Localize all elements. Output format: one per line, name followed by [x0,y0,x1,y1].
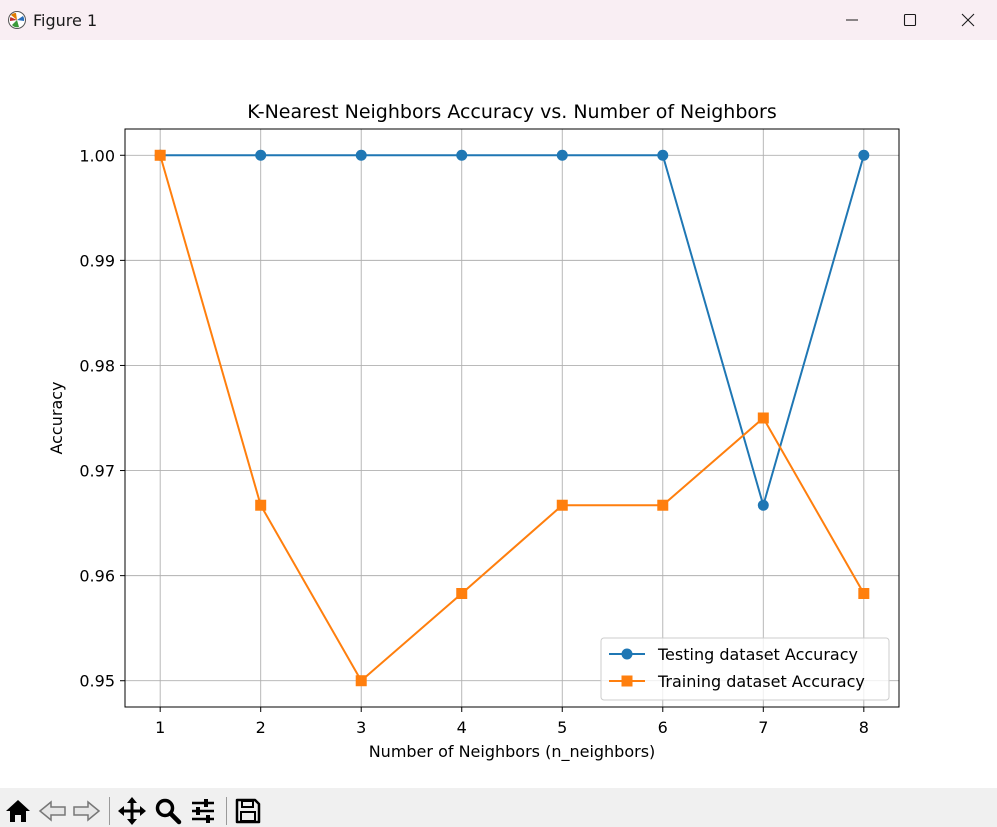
back-icon [38,800,66,822]
data-point-training [556,499,568,511]
pan-icon [118,797,146,825]
pan-button[interactable] [116,796,148,826]
data-point-testing [255,149,267,161]
legend-label-training: Training dataset Accuracy [657,672,865,691]
y-tick-label: 0.98 [79,356,115,375]
save-button[interactable] [232,796,264,826]
y-axis-label: Accuracy [47,381,66,454]
x-tick-label: 8 [859,718,869,737]
axes-frame [124,128,900,708]
data-point-training [255,499,267,511]
home-button[interactable] [2,796,34,826]
data-point-training [154,149,166,161]
y-tick-label: 1.00 [79,146,115,165]
x-tick-label: 2 [256,718,266,737]
data-point-testing [355,149,367,161]
ticks-layer: 1 2 3 4 5 6 7 8 0.95 0.96 0.97 0.98 0.99 1.00 [79,146,869,737]
series-line-testing [160,154,865,507]
data-point-training [757,412,769,424]
maximize-button[interactable] [881,0,939,40]
legend: Testing dataset Accuracy Training datase… [600,637,890,701]
data-point-testing [757,499,769,511]
forward-icon [73,800,101,822]
configure-subplots-button[interactable] [187,796,219,826]
x-axis-label: Number of Neighbors (n_neighbors) [369,742,656,762]
window-titlebar: Figure 1 [0,0,997,40]
zoom-icon [155,798,182,825]
matplotlib-app-icon [7,10,27,30]
data-point-training [657,499,669,511]
configure-subplots-icon [192,799,214,823]
back-button[interactable] [37,796,69,826]
data-point-testing [556,149,568,161]
y-tick-label: 0.95 [79,672,115,691]
maximize-icon [903,13,917,27]
legend-label-testing: Testing dataset Accuracy [657,645,858,664]
save-icon [235,798,261,824]
legend-box [600,637,890,701]
navigation-toolbar [0,788,997,827]
x-tick-label: 4 [457,718,467,737]
home-icon [6,800,30,822]
y-tick-label: 0.96 [79,567,115,586]
zoom-button[interactable] [152,796,184,826]
x-tick-label: 6 [658,718,668,737]
y-tick-label: 0.99 [79,251,115,270]
data-point-training [858,588,870,600]
window-title: Figure 1 [33,11,98,30]
y-tick-label: 0.97 [79,462,115,481]
toolbar-separator [226,797,227,825]
x-tick-label: 5 [557,718,567,737]
toolbar-separator [109,797,110,825]
legend-marker-testing [621,648,633,660]
x-tick-label: 3 [356,718,366,737]
data-point-testing [657,149,669,161]
legend-marker-training [621,675,633,687]
data-point-testing [858,149,870,161]
series-layer [154,149,870,687]
data-point-training [456,588,468,600]
close-button[interactable] [939,0,997,40]
data-point-training [355,675,367,687]
close-icon [961,13,975,27]
x-tick-label: 7 [758,718,768,737]
figure-canvas[interactable]: 1 2 3 4 5 6 7 8 0.95 0.96 0.97 0.98 0.99 1.00 K-Neare… [0,40,997,788]
minimize-icon [846,19,858,21]
grid-layer [125,129,899,707]
series-line-training [159,154,865,682]
chart-svg: 1 2 3 4 5 6 7 8 0.95 0.96 0.97 0.98 0.99 1.00 K-Neare… [47,101,900,762]
x-tick-label: 1 [155,718,165,737]
forward-button[interactable] [70,796,102,826]
data-point-testing [456,149,468,161]
chart-title: K-Nearest Neighbors Accuracy vs. Number … [247,101,776,123]
minimize-button[interactable] [823,0,881,40]
